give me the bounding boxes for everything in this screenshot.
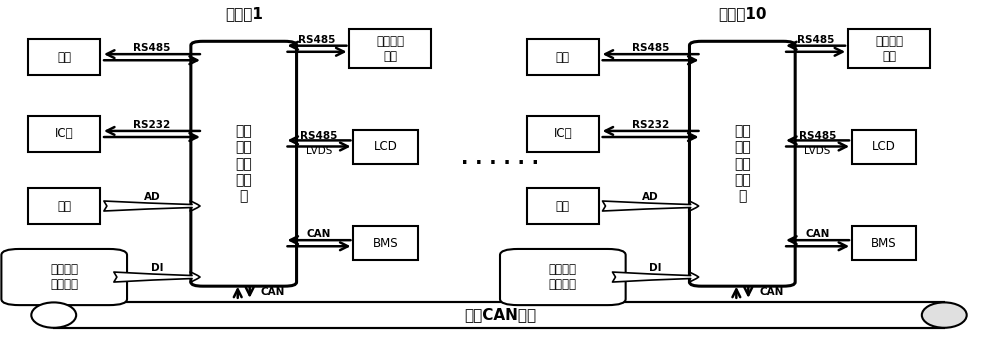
Text: LCD: LCD (373, 140, 397, 153)
Text: 枪温: 枪温 (556, 199, 570, 212)
Text: RS485: RS485 (300, 131, 338, 141)
Bar (852, 130, 916, 164)
Text: 国标插枪
检测电路: 国标插枪 检测电路 (50, 263, 78, 291)
Text: RS485: RS485 (799, 131, 836, 141)
Text: RS232: RS232 (133, 120, 171, 130)
Bar (28, 39, 100, 75)
Text: AD: AD (642, 192, 659, 202)
Text: DI: DI (151, 263, 163, 273)
Text: 电表: 电表 (57, 51, 71, 64)
Text: LVDS: LVDS (804, 146, 831, 156)
Text: LVDS: LVDS (306, 146, 332, 156)
Text: RS485: RS485 (632, 43, 669, 53)
Text: CAN: CAN (307, 229, 331, 239)
Bar (28, 188, 100, 224)
FancyBboxPatch shape (191, 41, 297, 286)
Text: 充电桩10: 充电桩10 (718, 6, 767, 21)
Bar (527, 39, 599, 75)
Text: DI: DI (649, 263, 662, 273)
Bar (527, 116, 599, 152)
Bar (349, 29, 431, 68)
Text: · · · · · ·: · · · · · · (461, 154, 539, 173)
Text: RS485: RS485 (133, 43, 171, 53)
Text: RS485: RS485 (298, 34, 336, 45)
Bar (353, 130, 418, 164)
Text: CAN: CAN (759, 287, 784, 297)
Text: RS485: RS485 (797, 34, 834, 45)
Text: 国网
计费
单元
控制
器: 国网 计费 单元 控制 器 (235, 124, 252, 203)
Text: IC卡: IC卡 (55, 128, 74, 140)
FancyBboxPatch shape (500, 249, 626, 305)
Text: RS232: RS232 (632, 120, 669, 130)
Text: 国网
计费
单元
控制
器: 国网 计费 单元 控制 器 (734, 124, 751, 203)
Ellipse shape (922, 302, 967, 328)
Text: 枪温: 枪温 (57, 199, 71, 212)
Text: 机桩CAN总线: 机桩CAN总线 (464, 308, 536, 323)
Text: 电表: 电表 (556, 51, 570, 64)
FancyBboxPatch shape (1, 249, 127, 305)
Text: CAN: CAN (805, 229, 830, 239)
Bar (848, 29, 930, 68)
Bar (54, 302, 944, 328)
FancyBboxPatch shape (689, 41, 795, 286)
Text: AD: AD (144, 192, 160, 202)
Text: 充电桩1: 充电桩1 (225, 6, 263, 21)
Text: 绝缘检测
模块: 绝缘检测 模块 (376, 35, 404, 63)
Text: BMS: BMS (373, 237, 398, 250)
Ellipse shape (31, 302, 76, 328)
Text: LCD: LCD (872, 140, 896, 153)
Text: 绝缘检测
模块: 绝缘检测 模块 (875, 35, 903, 63)
Bar (28, 116, 100, 152)
Text: IC卡: IC卡 (554, 128, 572, 140)
Bar (353, 226, 418, 260)
Bar (852, 226, 916, 260)
Text: 国标插枪
检测电路: 国标插枪 检测电路 (549, 263, 577, 291)
Bar (527, 188, 599, 224)
Text: BMS: BMS (871, 237, 897, 250)
Text: CAN: CAN (261, 287, 285, 297)
